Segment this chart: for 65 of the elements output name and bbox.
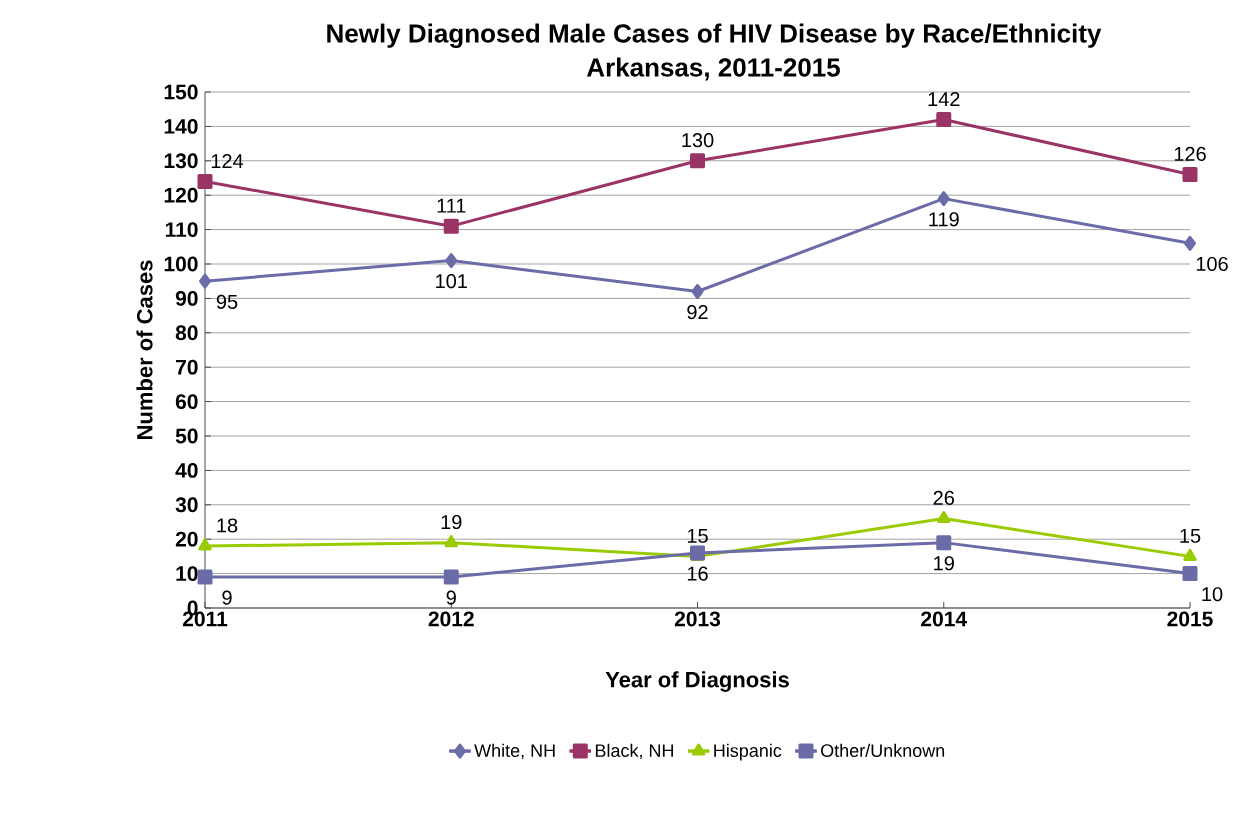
chart-subtitle: Arkansas, 2011-2015 [586, 57, 840, 81]
legend-label: White, NH [474, 743, 555, 760]
data-label: 15 [687, 528, 708, 543]
data-label: 130 [682, 133, 714, 148]
data-label: 126 [1174, 146, 1206, 162]
x-tick-label: 2013 [674, 611, 721, 627]
data-label: 119 [929, 212, 959, 227]
chart-title: Newly Diagnosed Male Cases of HIV Disease by Race/Ethnicity [327, 23, 1102, 48]
legend-label: Black, NH [595, 743, 673, 760]
x-tick-label: 2012 [428, 611, 474, 627]
y-tick-label: 140 [164, 118, 198, 134]
data-label: 10 [1202, 587, 1223, 602]
data-label: 9 [446, 590, 456, 605]
y-tick-label: 100 [164, 256, 198, 272]
x-tick-label: 2015 [1167, 611, 1213, 627]
point [198, 538, 212, 551]
data-label: 106 [1196, 256, 1228, 272]
data-label: 101 [436, 274, 467, 289]
point [199, 273, 212, 289]
point [1183, 548, 1197, 561]
y-tick-label: 120 [164, 187, 198, 203]
data-label: 19 [934, 556, 954, 571]
y-tick-label: 40 [175, 462, 198, 478]
point [1182, 167, 1198, 183]
point [444, 535, 458, 548]
point [690, 153, 705, 169]
data-label: 142 [928, 92, 960, 106]
point [937, 191, 950, 207]
y-tick-label: 70 [176, 359, 198, 375]
data-label: 92 [687, 305, 708, 320]
point [936, 112, 952, 128]
data-label: 26 [933, 490, 954, 506]
data-label: 19 [441, 514, 462, 530]
point [937, 511, 951, 524]
data-label: 95 [216, 294, 238, 309]
point [445, 253, 458, 269]
point [1184, 235, 1196, 251]
legend-label: Other/Unknown [821, 743, 945, 757]
y-tick-label: 130 [164, 153, 198, 169]
data-label: 124 [211, 153, 244, 168]
point [197, 173, 213, 189]
y-tick-label: 150 [164, 84, 198, 100]
x-axis-title: Year of Diagnosis [605, 671, 789, 692]
y-tick-label: 90 [175, 290, 198, 306]
point [443, 569, 459, 585]
y-axis-title: Number of Cases [136, 260, 153, 439]
point [443, 218, 459, 234]
legend-label: Hispanic [714, 743, 782, 761]
y-tick-label: 20 [175, 531, 198, 547]
data-label: 111 [437, 198, 466, 213]
x-tick-label: 2014 [921, 611, 967, 627]
y-tick-label: 60 [175, 394, 198, 410]
y-tick-label: 10 [176, 566, 198, 582]
point [1182, 566, 1198, 582]
data-label: 18 [217, 518, 238, 533]
y-tick-label: 30 [175, 497, 198, 513]
data-label: 9 [222, 590, 232, 605]
y-tick-label: 50 [175, 428, 198, 444]
point [936, 535, 952, 551]
point [197, 569, 213, 585]
y-tick-label: 80 [175, 325, 198, 341]
data-label: 16 [687, 566, 708, 581]
y-tick-label: 110 [165, 222, 198, 238]
data-label: 15 [1180, 528, 1201, 543]
point [691, 284, 704, 300]
